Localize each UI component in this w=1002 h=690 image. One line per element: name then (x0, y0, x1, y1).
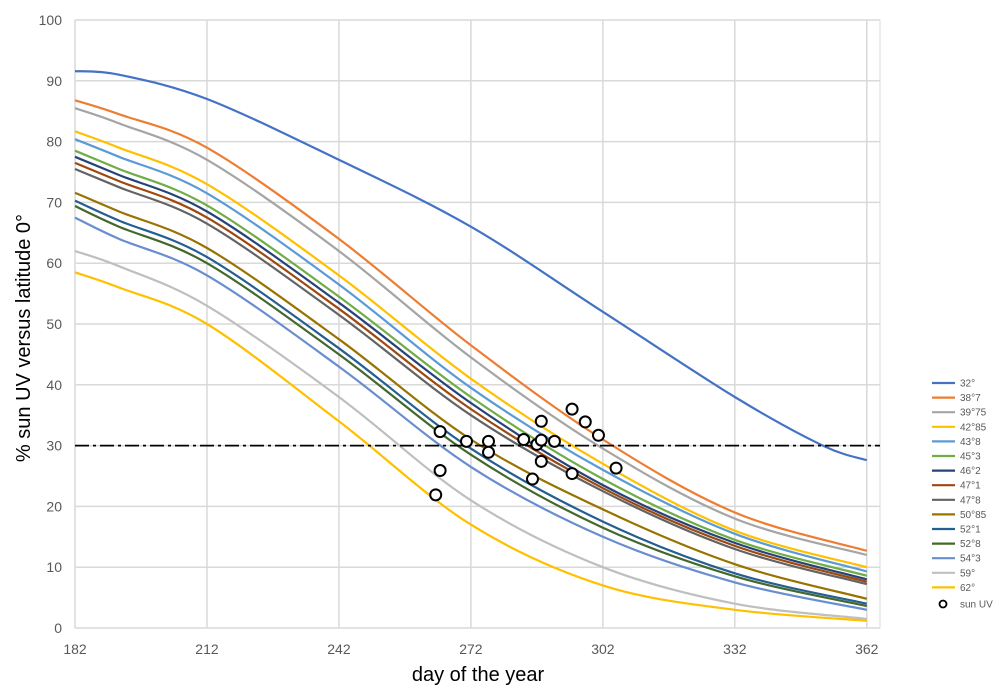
y-axis-title: % sun UV versus latitude 0° (13, 214, 35, 462)
y-tick-label: 80 (46, 134, 62, 150)
sun-uv-point (429, 488, 443, 502)
sun-uv-point (547, 434, 561, 448)
x-tick-label: 242 (327, 641, 351, 657)
x-tick-label: 302 (591, 641, 615, 657)
legend-label: 52°8 (960, 539, 981, 550)
legend-label: 59° (960, 568, 975, 579)
series-line-6 (74, 155, 868, 581)
legend-label: 45°3 (960, 452, 981, 463)
series-line-2 (74, 107, 868, 557)
y-axis-tick-labels: 0 10 20 30 40 50 60 70 80 90 100 (39, 12, 63, 636)
series-line-4 (74, 138, 868, 573)
y-tick-label: 10 (46, 559, 62, 575)
sun-uv-point (525, 472, 539, 486)
legend: 32° 38°7 39°75 42°85 43°8 45°3 46°2 47°1 47°8 50°… (932, 379, 993, 611)
legend-label: 47°1 (960, 481, 981, 492)
y-tick-label: 30 (46, 438, 62, 454)
sun-uv-point (565, 467, 579, 481)
legend-label: 52°1 (960, 525, 981, 536)
sun-uv-point (565, 402, 579, 416)
series-lines (74, 70, 868, 622)
x-tick-label: 182 (63, 641, 87, 657)
legend-label: 42°85 (960, 422, 987, 433)
series-line-10 (74, 199, 868, 605)
sun-uv-point (534, 414, 548, 428)
sun-uv-point (481, 445, 495, 459)
sun-uv-point (591, 428, 605, 442)
series-line-0 (74, 70, 868, 462)
sun-uv-point (534, 433, 548, 447)
legend-label: 38°7 (960, 393, 981, 404)
y-tick-label: 0 (54, 620, 62, 636)
legend-label: 39°75 (960, 408, 987, 419)
legend-label: 54°3 (960, 554, 981, 565)
series-line-3 (74, 130, 868, 569)
legend-marker (938, 599, 948, 609)
legend-label: 62° (960, 583, 975, 594)
legend-label: 46°2 (960, 466, 981, 477)
x-tick-label: 212 (195, 641, 219, 657)
series-line-5 (74, 149, 868, 577)
sun-uv-point (433, 464, 447, 478)
y-tick-label: 40 (46, 377, 62, 393)
y-tick-label: 60 (46, 255, 62, 271)
x-tick-label: 362 (855, 641, 879, 657)
x-axis-tick-labels: 182 212 242 272 302 332 362 (63, 641, 878, 657)
legend-label: 47°8 (960, 495, 981, 506)
x-axis-title: day of the year (412, 664, 545, 686)
sun-uv-point (578, 415, 592, 429)
y-tick-label: 20 (46, 498, 62, 514)
y-tick-label: 70 (46, 194, 62, 210)
gridlines (74, 19, 881, 629)
x-tick-label: 272 (459, 641, 483, 657)
x-tick-label: 332 (723, 641, 747, 657)
sun-uv-point (460, 434, 474, 448)
sun-uv-point (534, 454, 548, 468)
legend-label: 32° (960, 379, 975, 390)
scatter-points (429, 402, 623, 502)
series-line-9 (74, 191, 868, 600)
series-line-8 (74, 167, 868, 586)
series-line-1 (74, 99, 868, 552)
legend-label: sun UV (960, 600, 993, 611)
series-line-12 (74, 216, 868, 611)
y-tick-label: 50 (46, 316, 62, 332)
sun-uv-point (517, 433, 531, 447)
sun-uv-point (481, 434, 495, 448)
sun-uv-point (609, 461, 623, 475)
y-tick-label: 90 (46, 73, 62, 89)
sun-uv-point (433, 425, 447, 439)
series-line-7 (74, 161, 868, 583)
legend-label: 50°85 (960, 510, 987, 521)
y-tick-label: 100 (39, 12, 63, 28)
legend-label: 43°8 (960, 437, 981, 448)
